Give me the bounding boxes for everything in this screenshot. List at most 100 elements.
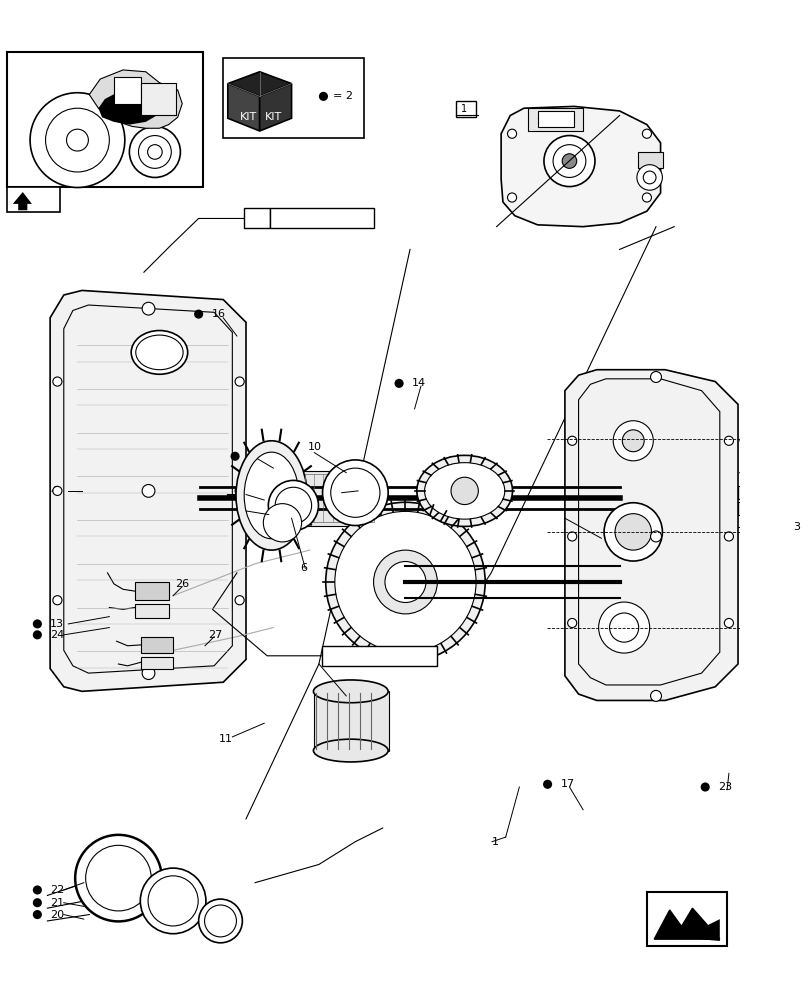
Text: 1: 1 bbox=[461, 104, 466, 114]
Ellipse shape bbox=[373, 550, 437, 614]
Circle shape bbox=[543, 780, 551, 789]
Bar bbox=[141, 657, 173, 669]
Bar bbox=[7, 187, 60, 212]
Bar bbox=[269, 208, 373, 228]
Circle shape bbox=[32, 630, 42, 639]
Circle shape bbox=[723, 532, 732, 541]
Circle shape bbox=[636, 165, 662, 190]
Circle shape bbox=[319, 92, 328, 101]
Circle shape bbox=[621, 430, 643, 452]
Ellipse shape bbox=[236, 441, 307, 550]
Ellipse shape bbox=[384, 562, 426, 603]
Text: 25: 25 bbox=[342, 686, 356, 696]
Circle shape bbox=[642, 193, 650, 202]
Text: 20: 20 bbox=[50, 910, 64, 920]
Text: 19: 19 bbox=[810, 451, 811, 461]
Circle shape bbox=[598, 602, 649, 653]
Bar bbox=[537, 111, 573, 127]
Polygon shape bbox=[13, 192, 32, 210]
Polygon shape bbox=[654, 908, 719, 939]
Ellipse shape bbox=[416, 455, 512, 526]
Ellipse shape bbox=[748, 457, 762, 485]
Circle shape bbox=[394, 379, 403, 388]
Ellipse shape bbox=[199, 899, 242, 943]
Ellipse shape bbox=[204, 905, 236, 937]
Bar bbox=[135, 582, 169, 600]
Bar bbox=[528, 108, 582, 131]
Circle shape bbox=[142, 302, 155, 315]
Circle shape bbox=[567, 532, 576, 541]
Circle shape bbox=[32, 910, 42, 919]
Text: KIT: KIT bbox=[239, 112, 256, 122]
Circle shape bbox=[234, 486, 244, 495]
Ellipse shape bbox=[268, 480, 318, 531]
Text: 3: 3 bbox=[792, 522, 799, 532]
Ellipse shape bbox=[334, 511, 475, 653]
Ellipse shape bbox=[313, 680, 388, 703]
Ellipse shape bbox=[325, 502, 485, 662]
Circle shape bbox=[32, 619, 42, 628]
Bar bbox=[244, 208, 269, 228]
Circle shape bbox=[552, 145, 586, 177]
Text: 1.81.9/02F 02: 1.81.9/02F 02 bbox=[325, 651, 397, 661]
Circle shape bbox=[614, 514, 650, 550]
Polygon shape bbox=[98, 88, 159, 125]
Ellipse shape bbox=[148, 876, 198, 926]
Ellipse shape bbox=[275, 487, 311, 524]
Ellipse shape bbox=[450, 477, 478, 505]
Circle shape bbox=[567, 436, 576, 445]
Circle shape bbox=[142, 485, 155, 497]
Text: 12: 12 bbox=[247, 213, 260, 223]
Text: 8: 8 bbox=[234, 488, 242, 498]
Circle shape bbox=[67, 129, 88, 151]
Circle shape bbox=[650, 690, 661, 701]
Bar bbox=[737, 486, 778, 499]
Text: 11: 11 bbox=[218, 734, 233, 744]
Ellipse shape bbox=[740, 422, 756, 454]
Text: 17: 17 bbox=[560, 779, 573, 789]
Bar bbox=[737, 502, 778, 515]
Circle shape bbox=[53, 377, 62, 386]
Circle shape bbox=[142, 667, 155, 679]
Circle shape bbox=[609, 613, 638, 642]
Text: 13: 13 bbox=[50, 619, 64, 629]
Circle shape bbox=[234, 596, 244, 605]
Text: = 2: = 2 bbox=[333, 91, 352, 101]
Polygon shape bbox=[564, 370, 737, 700]
Text: 24: 24 bbox=[50, 630, 64, 640]
Ellipse shape bbox=[140, 868, 206, 934]
Bar bbox=[314, 691, 388, 751]
Polygon shape bbox=[228, 84, 260, 131]
Text: 26: 26 bbox=[174, 579, 189, 589]
Circle shape bbox=[30, 93, 125, 187]
Circle shape bbox=[650, 531, 661, 542]
Bar bbox=[321, 646, 436, 666]
Ellipse shape bbox=[743, 427, 753, 449]
Circle shape bbox=[561, 154, 576, 168]
Polygon shape bbox=[228, 72, 291, 96]
Text: 5: 5 bbox=[611, 533, 619, 543]
Text: 18: 18 bbox=[810, 439, 811, 449]
Circle shape bbox=[32, 885, 42, 895]
Text: 10: 10 bbox=[307, 442, 322, 452]
Text: 14: 14 bbox=[411, 378, 426, 388]
Bar bbox=[141, 637, 173, 653]
Circle shape bbox=[53, 486, 62, 495]
Circle shape bbox=[567, 618, 576, 628]
Bar bbox=[300, 471, 378, 526]
Bar bbox=[305, 474, 373, 522]
Ellipse shape bbox=[244, 452, 298, 539]
Text: 1.81.9/02G: 1.81.9/02G bbox=[273, 213, 331, 223]
Circle shape bbox=[148, 145, 162, 159]
Ellipse shape bbox=[135, 335, 183, 370]
Ellipse shape bbox=[322, 460, 388, 526]
Ellipse shape bbox=[75, 835, 161, 921]
Circle shape bbox=[32, 898, 42, 907]
Text: 27: 27 bbox=[208, 630, 221, 640]
Bar bbox=[455, 101, 475, 117]
Text: 16: 16 bbox=[211, 309, 225, 319]
Text: 7: 7 bbox=[360, 484, 367, 494]
Circle shape bbox=[230, 452, 239, 461]
Circle shape bbox=[700, 782, 709, 792]
Bar bbox=[637, 152, 663, 168]
